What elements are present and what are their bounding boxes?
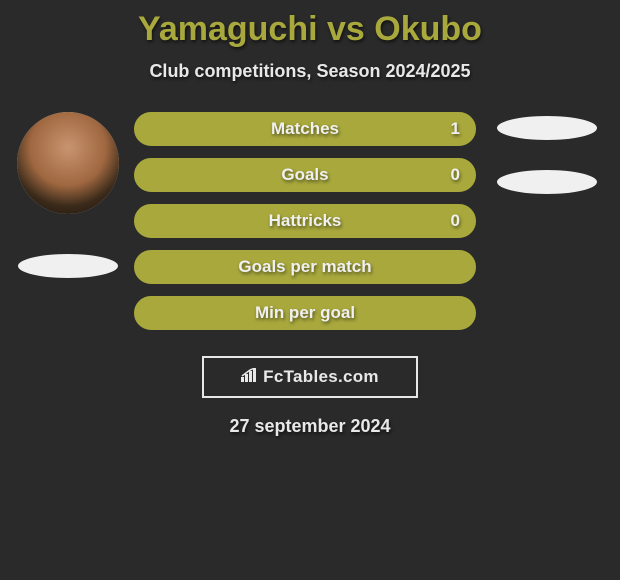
stat-value: 1 [451, 119, 460, 139]
stat-label: Goals per match [238, 257, 371, 277]
left-player-nameplate [18, 254, 118, 278]
main-row: Matches 1 Goals 0 Hattricks 0 Goals per match M… [0, 112, 620, 342]
stat-bar: Matches 1 [134, 112, 476, 146]
stat-label: Matches [271, 119, 339, 139]
stat-bar: Goals 0 [134, 158, 476, 192]
stat-value: 0 [451, 165, 460, 185]
stat-bar: Goals per match [134, 250, 476, 284]
stat-value: 0 [451, 211, 460, 231]
stat-bar: Min per goal [134, 296, 476, 330]
left-player-col [8, 112, 128, 278]
subtitle: Club competitions, Season 2024/2025 [0, 61, 620, 82]
comparison-card: Yamaguchi vs Okubo Club competitions, Se… [0, 0, 620, 437]
page-title: Yamaguchi vs Okubo [0, 10, 620, 49]
brand-logo-text: FcTables.com [263, 367, 379, 387]
stat-label: Hattricks [269, 211, 342, 231]
left-player-avatar [17, 112, 119, 214]
stat-bar: Hattricks 0 [134, 204, 476, 238]
snapshot-date: 27 september 2024 [0, 416, 620, 437]
right-player-nameplate [497, 116, 597, 140]
player-photo [17, 112, 119, 214]
stats-bars: Matches 1 Goals 0 Hattricks 0 Goals per match M… [128, 112, 482, 342]
stat-label: Min per goal [255, 303, 355, 323]
chart-icon [241, 368, 259, 387]
brand-logo-box[interactable]: FcTables.com [202, 356, 418, 398]
right-player-col [482, 112, 612, 220]
stat-label: Goals [281, 165, 328, 185]
right-player-nameplate [497, 170, 597, 194]
